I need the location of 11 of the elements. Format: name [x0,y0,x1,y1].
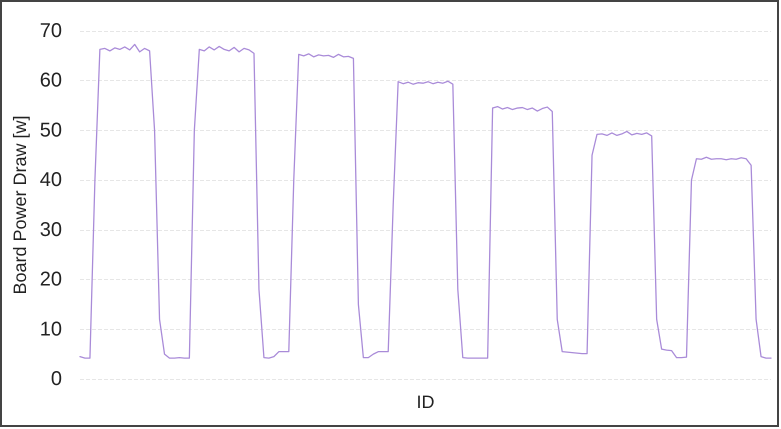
x-axis-title: ID [416,392,434,412]
y-tick-label: 60 [40,70,62,92]
y-tick-label: 0 [50,368,62,390]
y-tick-label: 50 [40,119,62,142]
y-tick-label: 10 [40,318,62,340]
y-tick-label: 20 [40,268,62,291]
y-tick-label: 70 [40,20,62,42]
y-axis-title: Board Power Draw [w] [10,115,30,295]
line-series [79,44,772,359]
y-tick-label: 30 [40,218,62,241]
y-tick-label: 40 [40,169,62,192]
